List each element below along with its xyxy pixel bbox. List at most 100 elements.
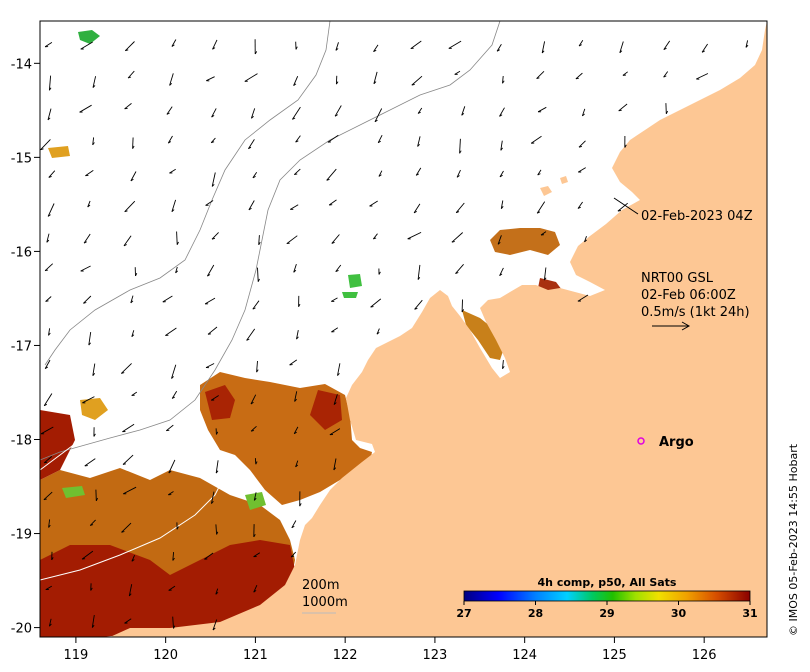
current-vector-head <box>83 302 87 304</box>
current-vector <box>543 267 547 281</box>
current-vector <box>530 135 542 144</box>
current-vector <box>500 200 504 209</box>
current-vector-head <box>334 114 338 117</box>
current-vector-head <box>296 336 299 340</box>
current-vector <box>128 584 133 597</box>
current-vector-head <box>292 117 296 120</box>
current-vector-head <box>175 270 179 274</box>
current-vector <box>331 327 339 333</box>
current-vector-head <box>250 430 255 432</box>
current-vector <box>577 167 586 173</box>
credit-label: © IMOS 05-Feb-2023 14:55 Hobart <box>787 443 800 636</box>
current-vector <box>176 231 178 245</box>
current-vector-head <box>215 431 219 435</box>
current-vector-head <box>295 46 298 50</box>
current-vector-head <box>541 50 545 54</box>
x-tick-label: 125 <box>602 648 627 663</box>
current-vector-head <box>51 557 54 561</box>
current-vector <box>622 71 628 76</box>
current-vector-head <box>207 333 212 335</box>
current-vector-head <box>127 76 132 79</box>
current-vector-head <box>376 331 380 335</box>
current-vector <box>326 168 337 181</box>
contour-shelf-white <box>40 454 231 581</box>
x-tick-label: 123 <box>422 648 447 663</box>
current-vector <box>120 363 132 374</box>
timestamp-leader <box>613 197 639 215</box>
current-vector-head <box>250 401 254 405</box>
x-tick-label: 119 <box>63 648 88 663</box>
current-vector-head <box>745 44 749 48</box>
current-vector-head <box>455 272 459 275</box>
current-vector-head <box>255 461 258 465</box>
current-vector <box>454 70 461 75</box>
current-vector-head <box>48 332 51 336</box>
current-vector-head <box>578 145 583 148</box>
current-vector-head <box>171 396 176 399</box>
current-vector-head <box>373 49 377 53</box>
current-vector-head <box>496 49 500 52</box>
y-tick-label: -16 <box>11 245 32 260</box>
current-vector <box>165 327 177 336</box>
current-vector-head <box>294 173 298 176</box>
current-vector <box>205 200 214 206</box>
current-vector <box>248 200 255 211</box>
current-vector <box>122 423 135 433</box>
current-vector <box>413 203 421 214</box>
current-vector <box>414 299 423 310</box>
current-vector-head <box>173 625 176 629</box>
current-vector <box>92 76 97 88</box>
current-vector <box>333 394 338 405</box>
current-vector <box>44 42 53 48</box>
current-vector-head <box>43 403 48 407</box>
current-vector-head <box>378 174 382 177</box>
argo-label: Argo <box>659 435 694 450</box>
axis-ticks: 119 120 121 122 123 124 125 126 -14 -15 -16 -17 -18 -… <box>11 57 717 663</box>
current-vector <box>212 619 218 631</box>
plot-frame <box>39 20 768 638</box>
current-vector <box>417 264 421 280</box>
current-vector <box>295 135 301 143</box>
current-vector-head <box>176 241 179 245</box>
current-vector <box>168 459 176 474</box>
current-vector <box>500 140 503 151</box>
current-vector <box>166 106 173 115</box>
current-vector-head <box>502 365 505 369</box>
current-vector <box>123 235 132 247</box>
current-vector <box>459 138 461 154</box>
current-vector <box>121 522 132 533</box>
current-vector-head <box>121 372 125 374</box>
current-vector <box>40 426 54 435</box>
current-vector <box>250 394 257 405</box>
current-vector-head <box>370 306 374 308</box>
current-vector <box>290 551 297 558</box>
current-vector <box>286 235 298 244</box>
current-vector <box>246 328 256 341</box>
current-vector-head <box>135 273 138 277</box>
current-vector-head <box>451 241 455 243</box>
current-vector <box>253 552 261 558</box>
current-vector-head <box>577 206 581 209</box>
current-vector <box>328 199 337 206</box>
y-tick-label: -18 <box>11 434 32 449</box>
current-vector <box>171 390 178 399</box>
current-vector <box>374 108 383 123</box>
current-vector-head <box>417 111 421 114</box>
current-vector <box>48 75 52 91</box>
current-vector-head <box>578 44 582 47</box>
current-vector-head <box>461 309 464 313</box>
current-vector-head <box>617 210 621 212</box>
current-vector <box>293 76 299 86</box>
current-vector <box>211 232 219 240</box>
current-vector <box>43 393 53 406</box>
current-vector <box>46 233 50 243</box>
current-vector-head <box>88 342 91 346</box>
current-vector <box>124 41 135 52</box>
current-time: 02-Feb 06:00Z <box>641 288 736 303</box>
current-vector <box>171 364 177 379</box>
current-vector-head <box>536 211 541 214</box>
sst-patch-bay <box>462 310 505 360</box>
current-vector-head <box>131 334 135 338</box>
current-vector-head <box>411 83 415 86</box>
current-title: NRT00 GSL <box>641 271 714 286</box>
